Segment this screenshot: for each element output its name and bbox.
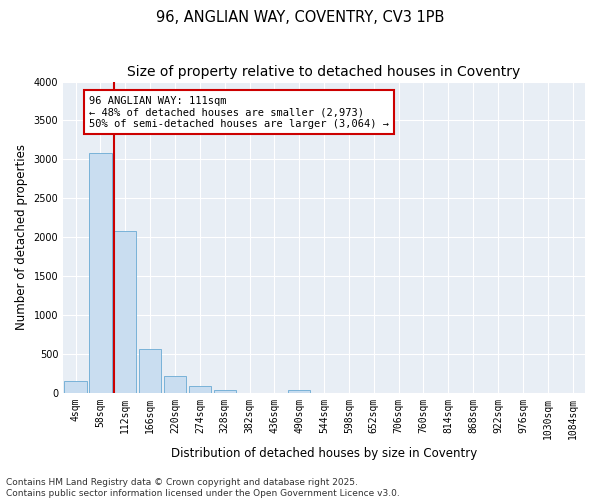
Text: 96, ANGLIAN WAY, COVENTRY, CV3 1PB: 96, ANGLIAN WAY, COVENTRY, CV3 1PB <box>156 10 444 25</box>
X-axis label: Distribution of detached houses by size in Coventry: Distribution of detached houses by size … <box>171 447 477 460</box>
Bar <box>288 390 310 392</box>
Title: Size of property relative to detached houses in Coventry: Size of property relative to detached ho… <box>127 65 521 79</box>
Text: Contains HM Land Registry data © Crown copyright and database right 2025.
Contai: Contains HM Land Registry data © Crown c… <box>6 478 400 498</box>
Bar <box>139 349 161 393</box>
Bar <box>188 386 211 392</box>
Bar <box>64 381 87 392</box>
Bar <box>164 376 186 392</box>
Bar <box>114 231 136 392</box>
Y-axis label: Number of detached properties: Number of detached properties <box>15 144 28 330</box>
Text: 96 ANGLIAN WAY: 111sqm
← 48% of detached houses are smaller (2,973)
50% of semi-: 96 ANGLIAN WAY: 111sqm ← 48% of detached… <box>89 96 389 129</box>
Bar <box>214 390 236 392</box>
Bar <box>89 153 112 392</box>
